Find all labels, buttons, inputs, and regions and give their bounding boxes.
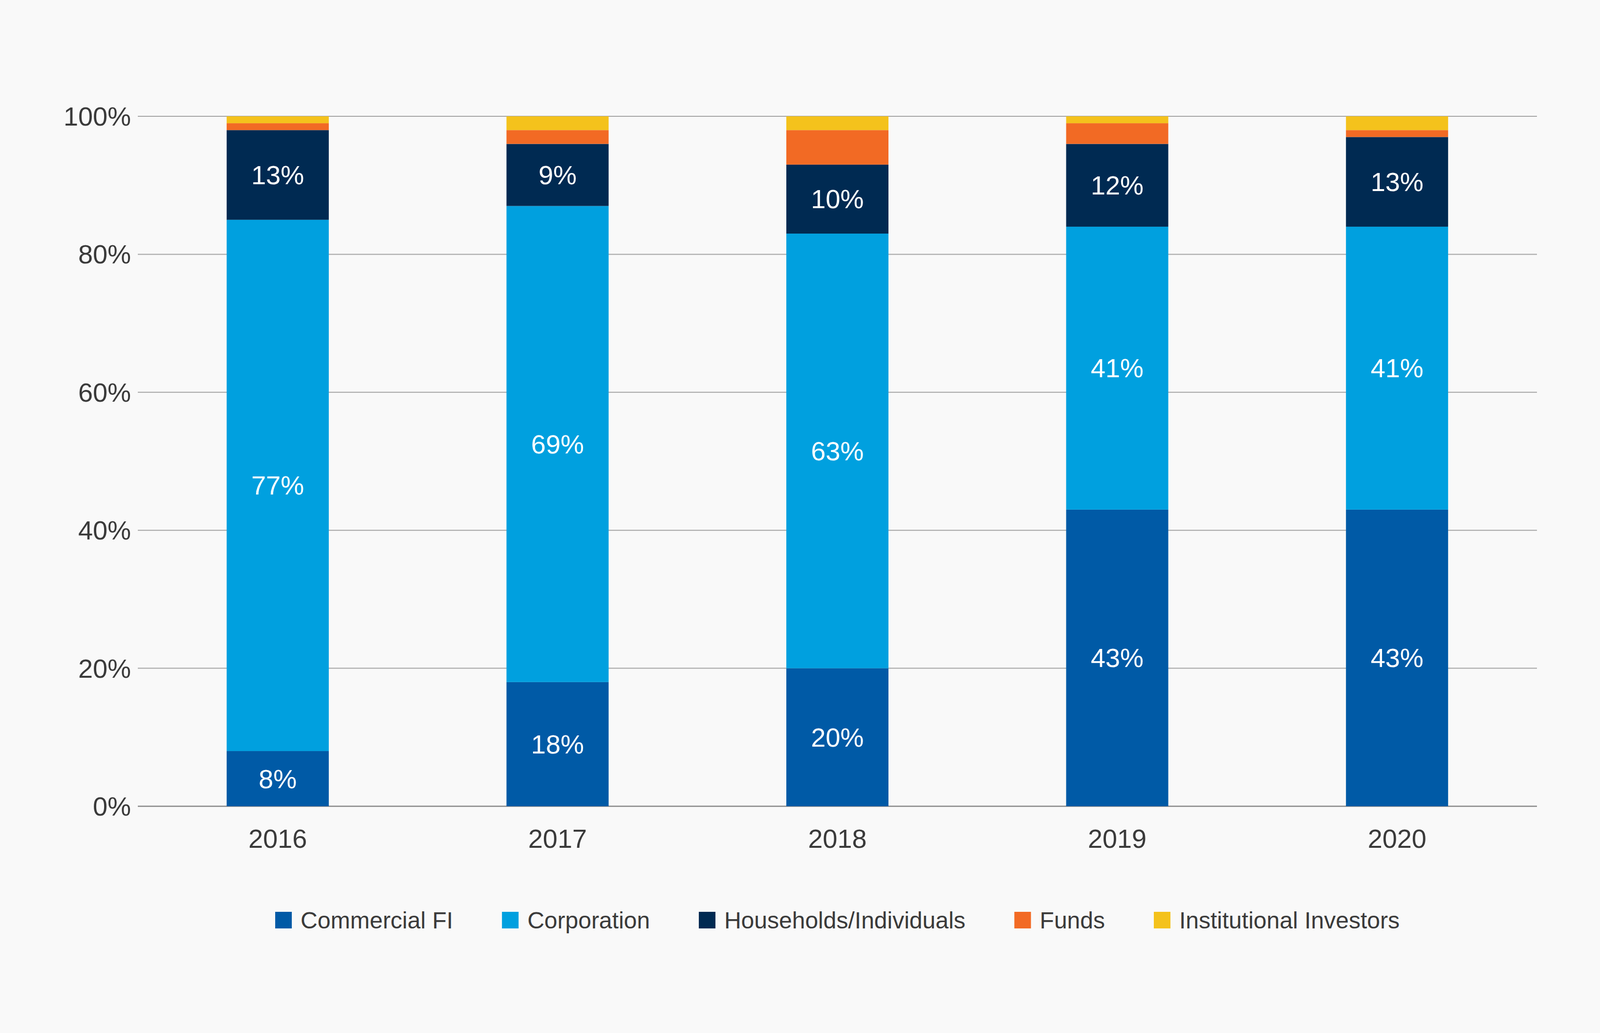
bar-segment [1345, 116, 1449, 130]
legend-label: Corporation [527, 907, 650, 934]
x-tick-label: 2019 [1087, 823, 1147, 854]
legend-label: Funds [1039, 907, 1105, 934]
bar-segment [226, 751, 329, 807]
data-label: 43% [1090, 643, 1144, 673]
data-label: 77% [251, 470, 304, 500]
data-label: 41% [1090, 353, 1144, 383]
data-label: 63% [810, 436, 864, 466]
bar-segment [506, 116, 609, 130]
bar-segment [1345, 509, 1449, 807]
bar-segment [786, 116, 889, 130]
bar-segment [226, 129, 329, 220]
data-label: 8% [258, 764, 297, 794]
data-label: 43% [1370, 643, 1424, 673]
bar-segment [1345, 129, 1449, 137]
data-label: 12% [1090, 170, 1144, 200]
y-tick-label: 60% [78, 377, 131, 408]
bar-segment [786, 233, 889, 669]
bar-segment [786, 129, 889, 165]
y-tick-label: 100% [63, 101, 131, 131]
chart: 0% 20% 40% 60% 80% 100% 8% 18% 20% 43% 43% 77% 69% 63… [0, 0, 1600, 1033]
bar-segment [1066, 116, 1169, 124]
y-tick-label: 80% [78, 239, 131, 269]
data-label: 41% [1370, 353, 1424, 383]
bar-segment [506, 143, 609, 206]
data-label: 13% [251, 160, 304, 190]
legend-swatch [275, 911, 292, 929]
legend-swatch [1014, 911, 1032, 929]
data-label: 13% [1370, 167, 1424, 197]
bar-segment [1066, 226, 1169, 510]
bar-segment [506, 682, 609, 807]
bar-segment [226, 116, 329, 124]
legend-swatch [1153, 911, 1171, 929]
grid [137, 116, 1537, 807]
bar-segment [786, 164, 889, 234]
bar-segment [506, 129, 609, 144]
y-tick-label: 0% [92, 791, 131, 822]
bar-segment [226, 219, 329, 752]
x-tick-label: 2018 [807, 823, 867, 854]
y-tick-label: 20% [78, 653, 131, 684]
data-label: 10% [810, 184, 864, 214]
bar-segment [1345, 226, 1449, 510]
bar-segment [1066, 509, 1169, 807]
bar-segment [506, 206, 609, 683]
data-label: 20% [810, 722, 864, 753]
data-label: 69% [531, 429, 584, 459]
bar-segment [226, 123, 329, 130]
x-tick-label: 2016 [248, 823, 307, 854]
bar-segment [786, 668, 889, 807]
legend-label: Commercial FI [300, 907, 454, 934]
y-tick-label: 40% [78, 515, 131, 545]
data-label: 18% [531, 729, 584, 759]
x-tick-label: 2020 [1367, 823, 1427, 854]
bar-segment [1345, 136, 1449, 227]
legend-label: Institutional Investors [1179, 907, 1400, 934]
bars [226, 116, 1449, 807]
bar-segment [1066, 123, 1169, 144]
legend-swatch [698, 911, 716, 929]
background [0, 0, 1600, 1033]
legend: Commercial FI Corporation Households/Indiv… [275, 907, 1400, 934]
data-labels: 8% 18% 20% 43% 43% 77% 69% 63% 41% 41% 13% 9% 10% 12%… [251, 160, 1424, 794]
legend-swatch [501, 911, 519, 929]
bar-segment [1066, 143, 1169, 227]
legend-label: Households/Individuals [724, 907, 966, 934]
data-label: 9% [538, 160, 577, 190]
x-tick-label: 2017 [528, 823, 587, 854]
